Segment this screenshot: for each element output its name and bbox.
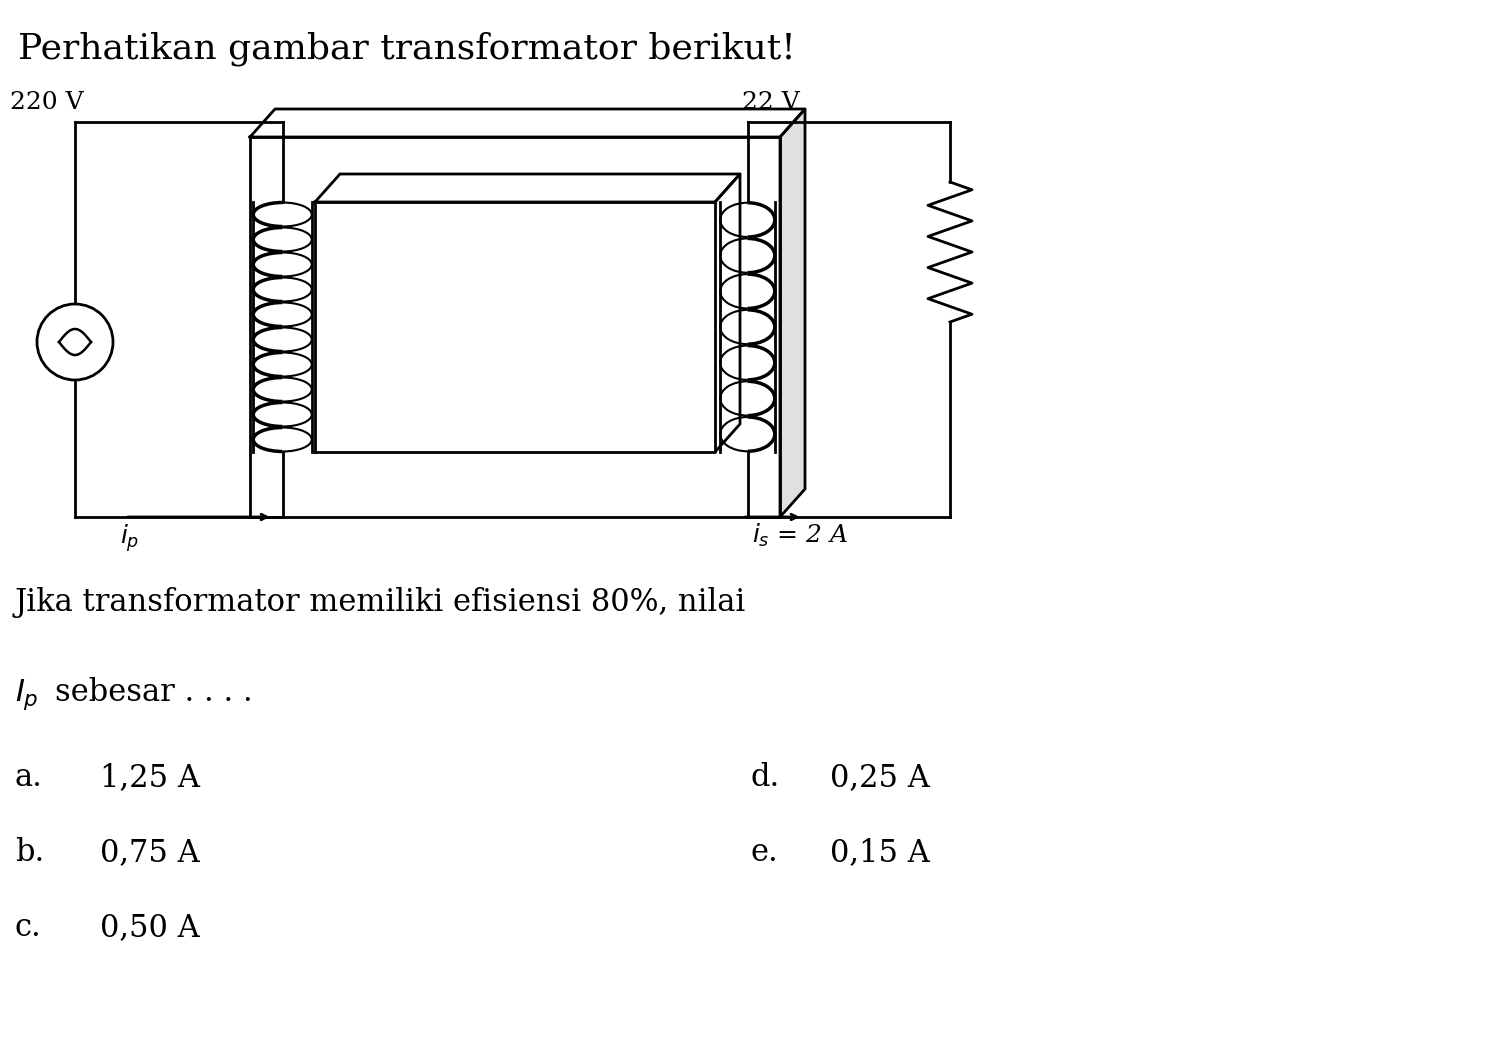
- Text: 0,75 A: 0,75 A: [99, 837, 200, 868]
- Polygon shape: [314, 202, 714, 452]
- Polygon shape: [250, 137, 781, 517]
- Polygon shape: [250, 109, 805, 137]
- Text: sebesar . . . .: sebesar . . . .: [56, 677, 253, 708]
- Text: 0,15 A: 0,15 A: [830, 837, 929, 868]
- Text: 220 V: 220 V: [11, 91, 84, 114]
- Text: 0,25 A: 0,25 A: [830, 762, 929, 793]
- Text: 0,50 A: 0,50 A: [99, 912, 200, 943]
- Text: b.: b.: [15, 837, 44, 868]
- Text: Perhatikan gambar transformator berikut!: Perhatikan gambar transformator berikut!: [18, 32, 796, 66]
- Text: 22 V: 22 V: [743, 91, 800, 114]
- Text: $i_s$ = 2 A: $i_s$ = 2 A: [752, 522, 848, 550]
- Text: c.: c.: [15, 912, 42, 943]
- Text: d.: d.: [750, 762, 779, 793]
- Polygon shape: [314, 174, 740, 202]
- Text: 1,25 A: 1,25 A: [99, 762, 200, 793]
- Text: $i_p$: $i_p$: [120, 522, 140, 554]
- Text: a.: a.: [15, 762, 44, 793]
- Polygon shape: [714, 174, 740, 452]
- Polygon shape: [781, 109, 805, 517]
- Text: e.: e.: [750, 837, 778, 868]
- Text: Jika transformator memiliki efisiensi 80%, nilai: Jika transformator memiliki efisiensi 80…: [15, 587, 746, 618]
- Circle shape: [38, 304, 113, 380]
- Text: $I_p$: $I_p$: [15, 677, 39, 711]
